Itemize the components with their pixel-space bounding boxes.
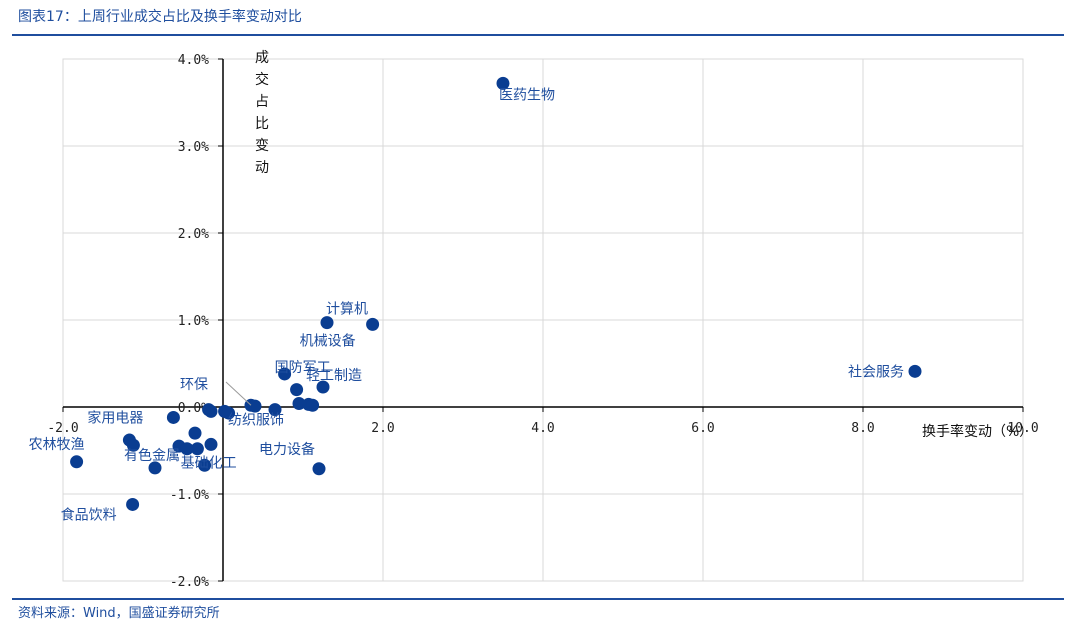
data-point	[306, 398, 320, 412]
y-tick-label: -2.0%	[170, 575, 209, 590]
y-tick-label: 2.0%	[178, 227, 209, 242]
point-label: 食品饮料	[61, 506, 117, 523]
x-axis-title: 换手率变动（%）	[922, 423, 1033, 440]
point-label: 医药生物	[499, 87, 555, 103]
data-point	[292, 397, 306, 411]
x-tick-label: 2.0	[371, 421, 394, 436]
data-point	[202, 403, 216, 417]
data-point	[198, 458, 212, 472]
point-label: 机械设备	[300, 332, 356, 349]
x-tick-label: 10.0	[1007, 421, 1038, 436]
data-point	[126, 497, 140, 511]
point-label: 电力设备	[259, 441, 315, 458]
data-point	[148, 461, 162, 475]
point-label: 农林牧渔	[29, 437, 85, 453]
source-note: 资料来源：Wind，国盛证券研究所	[18, 606, 220, 621]
data-point	[316, 380, 330, 394]
data-point	[320, 316, 334, 330]
data-point	[908, 364, 922, 378]
y-tick-label: 0.0%	[178, 401, 209, 416]
data-point	[180, 442, 194, 456]
annotation-label: 环保	[180, 377, 208, 393]
point-label: 纺织服饰	[228, 412, 284, 428]
data-point	[204, 437, 218, 451]
data-point	[188, 426, 202, 440]
point-label: 计算机	[326, 302, 368, 318]
chart-ticks: -2.0% -1.0% 0.0% 1.0% 2.0% 3.0% 4.0% -2.0 2.0 4.0…	[47, 53, 1038, 590]
point-label: 社会服务	[848, 364, 904, 380]
point-label: 轻工制造	[306, 368, 362, 384]
x-tick-label: 4.0	[531, 421, 554, 436]
y-axis-title: 成交占比变动	[255, 50, 269, 176]
x-tick-label: 8.0	[851, 421, 874, 436]
point-label: 家用电器	[87, 409, 143, 426]
y-tick-label: -1.0%	[170, 488, 209, 503]
data-point	[496, 76, 510, 90]
data-point	[126, 438, 140, 452]
data-point	[366, 317, 380, 331]
point-label: 基础化工	[181, 454, 237, 471]
data-point	[190, 442, 204, 456]
x-tick-label: -2.0	[47, 421, 78, 436]
data-point	[278, 367, 292, 381]
data-point	[70, 455, 84, 469]
point-label: 国防军工	[275, 360, 331, 376]
chart-title: 图表17：上周行业成交占比及换手率变动对比	[18, 9, 302, 25]
annotation-leader	[225, 381, 252, 406]
footer-divider	[12, 598, 1064, 600]
data-point	[166, 410, 180, 424]
y-tick-label: 3.0%	[178, 140, 209, 155]
y-tick-label: 4.0%	[178, 53, 209, 68]
x-tick-label: 6.0	[691, 421, 714, 436]
chart-points	[70, 76, 922, 511]
data-point	[312, 462, 326, 476]
data-point	[222, 406, 236, 420]
header-divider	[12, 34, 1064, 36]
y-tick-label: 1.0%	[178, 314, 209, 329]
point-label: 有色金属	[124, 447, 180, 464]
data-point	[268, 403, 282, 417]
data-point	[290, 383, 304, 397]
data-point	[248, 399, 262, 413]
